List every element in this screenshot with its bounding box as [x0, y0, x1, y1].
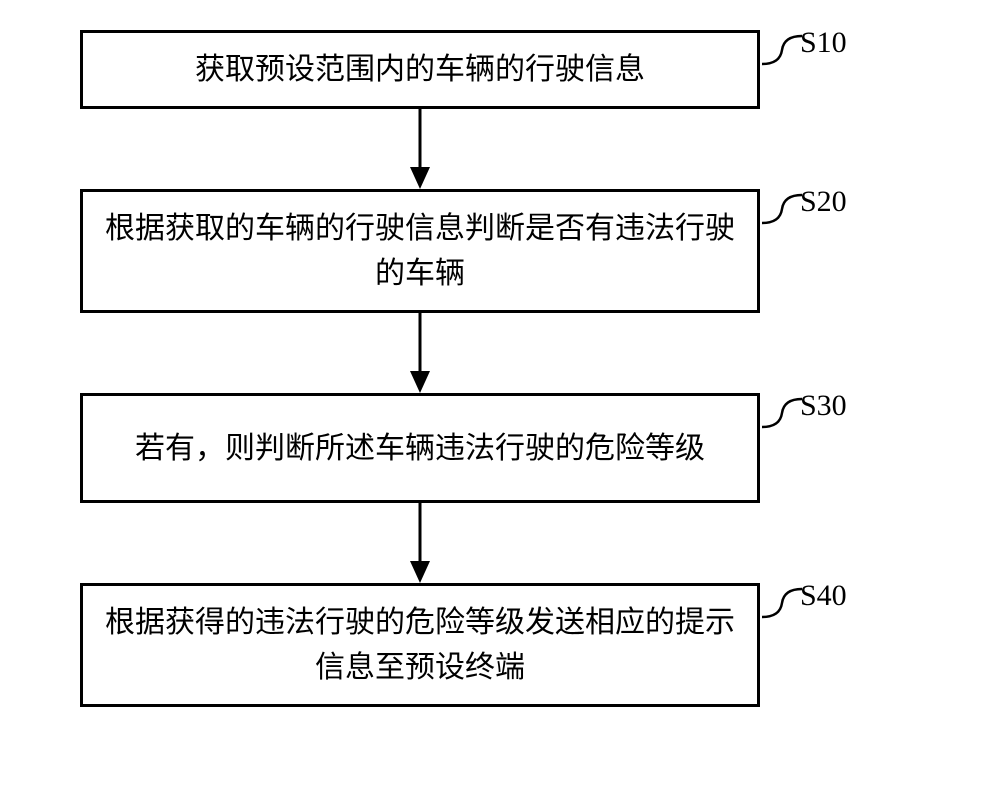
brace-s40 [762, 585, 802, 621]
arrow-s10-s20 [80, 109, 760, 189]
step-row-s10: 获取预设范围内的车辆的行驶信息 S10 [80, 30, 920, 109]
step-text-s30: 若有，则判断所述车辆违法行驶的危险等级 [135, 426, 705, 471]
step-box-s20: 根据获取的车辆的行驶信息判断是否有违法行驶的车辆 [80, 189, 760, 313]
step-text-s40: 根据获得的违法行驶的危险等级发送相应的提示信息至预设终端 [103, 600, 737, 690]
step-box-s10: 获取预设范围内的车辆的行驶信息 [80, 30, 760, 109]
brace-s30 [762, 395, 802, 431]
arrow-s30-s40 [80, 503, 760, 583]
step-row-s30: 若有，则判断所述车辆违法行驶的危险等级 S30 [80, 393, 920, 503]
step-label-s30: S30 [800, 389, 847, 423]
brace-s10 [762, 32, 802, 68]
brace-s20 [762, 191, 802, 227]
step-label-s20: S20 [800, 185, 847, 219]
step-text-s20: 根据获取的车辆的行驶信息判断是否有违法行驶的车辆 [103, 206, 737, 296]
step-box-s30: 若有，则判断所述车辆违法行驶的危险等级 [80, 393, 760, 503]
step-row-s20: 根据获取的车辆的行驶信息判断是否有违法行驶的车辆 S20 [80, 189, 920, 313]
step-label-s10: S10 [800, 26, 847, 60]
step-label-s40: S40 [800, 579, 847, 613]
flowchart-container: 获取预设范围内的车辆的行驶信息 S10 根据获取的车辆的行驶信息判断是否有违法行… [80, 30, 920, 707]
step-text-s10: 获取预设范围内的车辆的行驶信息 [195, 47, 645, 92]
arrow-s20-s30 [80, 313, 760, 393]
step-row-s40: 根据获得的违法行驶的危险等级发送相应的提示信息至预设终端 S40 [80, 583, 920, 707]
step-box-s40: 根据获得的违法行驶的危险等级发送相应的提示信息至预设终端 [80, 583, 760, 707]
